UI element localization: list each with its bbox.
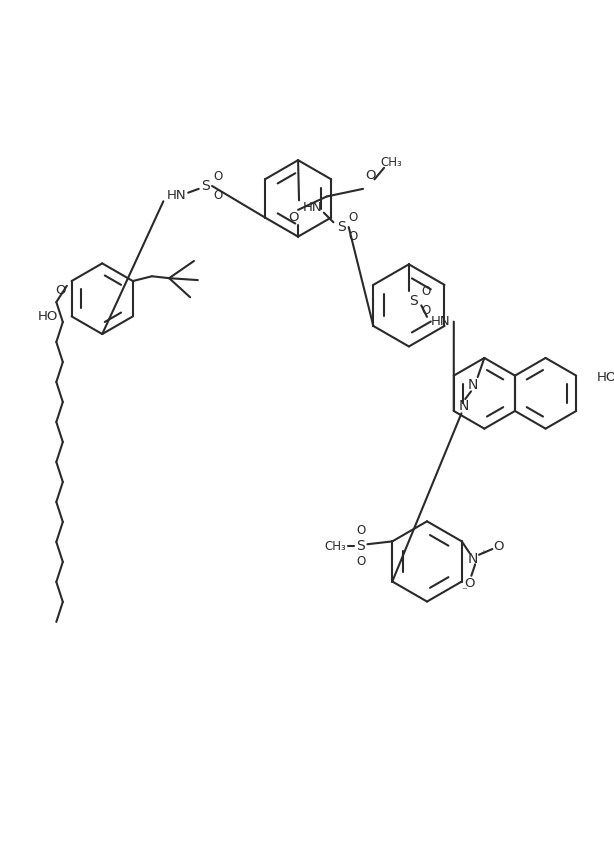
Text: S: S [356,539,365,553]
Text: O: O [213,189,222,202]
Text: O: O [288,211,298,224]
Text: HO: HO [38,310,58,322]
Text: N: N [468,552,478,566]
Text: S: S [410,294,418,307]
Text: O: O [356,555,365,568]
Text: HN: HN [303,201,322,215]
Text: O: O [349,211,358,224]
Text: O: O [421,285,430,297]
Text: O: O [213,170,222,183]
Text: S: S [336,220,346,234]
Text: O: O [356,525,365,537]
Text: O: O [464,577,475,590]
Text: O: O [55,284,66,297]
Text: CH₃: CH₃ [381,156,403,168]
Text: N: N [468,378,478,392]
Text: O: O [421,304,430,317]
Text: N: N [458,399,468,413]
Text: ⁻: ⁻ [460,586,467,596]
Text: S: S [201,179,210,193]
Text: O: O [365,169,376,182]
Text: CH₃: CH₃ [324,540,346,552]
Text: HN: HN [430,315,450,328]
Text: O: O [493,540,503,552]
Text: O: O [349,230,358,243]
Text: HO: HO [597,371,614,384]
Text: HN: HN [167,189,187,202]
Text: ⁺: ⁺ [480,550,486,560]
